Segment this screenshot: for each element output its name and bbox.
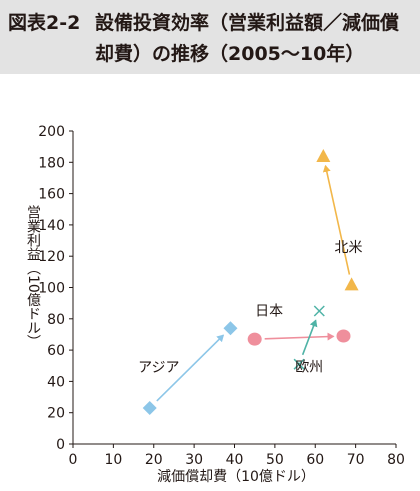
y-tick-label: 60	[47, 343, 65, 359]
y-tick-label: 180	[38, 155, 65, 171]
y-axis-label: 営業利益（10億ドル）	[25, 205, 41, 349]
series-arrow	[156, 334, 225, 402]
x-tick-label: 10	[104, 452, 122, 468]
chart-axes: 0 10 20 30 40 50 60 70 80 0 20 40 60 80 100 120 140 160 18…	[38, 124, 405, 468]
x-axis-label: 減価償却費（10億ドル）	[157, 469, 315, 485]
figure-title-line1: 設備投資効率（営業利益額／減価償	[95, 12, 400, 34]
x-tick-label: 40	[226, 452, 244, 468]
point-x-1	[313, 305, 325, 317]
point-triangle-1	[316, 149, 331, 163]
point-x-0	[293, 358, 305, 370]
point-triangle-0	[344, 277, 359, 291]
figure-label: 図表2-2	[8, 12, 81, 34]
series-label: 欧州	[295, 360, 323, 376]
x-tick-label: 70	[347, 452, 365, 468]
series-label: 北米	[334, 240, 362, 256]
figure-title-line2: 却費）の推移（2005〜10年）	[95, 43, 365, 65]
x-stroke	[313, 305, 325, 317]
point-diamond-1	[223, 321, 238, 336]
series-arrow	[264, 332, 335, 341]
series-arrow	[301, 319, 318, 356]
series-label: 日本	[255, 304, 283, 320]
y-tick-label: 40	[47, 374, 65, 390]
x-tick-label: 80	[387, 452, 405, 468]
point-circle-0	[247, 332, 262, 346]
point-diamond-0	[142, 401, 157, 416]
y-tick-label: 120	[38, 249, 65, 265]
y-tick-label: 160	[38, 187, 65, 203]
y-tick-label: 140	[38, 218, 65, 234]
x-stroke	[293, 358, 305, 370]
y-tick-label: 20	[47, 406, 65, 422]
figure-header: 図表2-2 設備投資効率（営業利益額／減価償 却費）の推移（2005〜10年）	[0, 0, 420, 74]
series-arrow	[322, 164, 351, 275]
series-label: アジア	[138, 360, 179, 376]
point-circle-1	[336, 329, 351, 343]
x-tick-label: 0	[69, 452, 78, 468]
x-tick-label: 60	[306, 452, 324, 468]
x-tick-label: 30	[185, 452, 203, 468]
x-tick-label: 50	[266, 452, 284, 468]
y-tick-label: 100	[38, 281, 65, 297]
y-tick-label: 0	[56, 437, 65, 453]
y-tick-label: 200	[38, 124, 65, 140]
x-tick-label: 20	[145, 452, 163, 468]
y-tick-label: 80	[47, 312, 65, 328]
